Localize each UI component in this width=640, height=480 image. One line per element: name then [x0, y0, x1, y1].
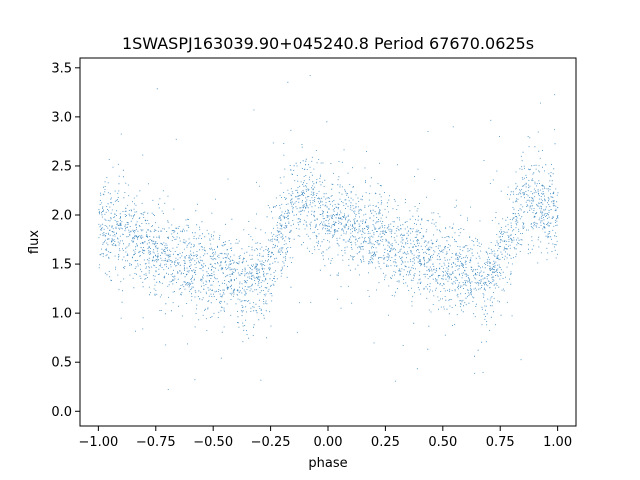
x-axis-ticks: −1.00 −0.75 −0.50 −0.25 0.00 0.25 0.50 0.75 1.00	[78, 426, 572, 450]
x-tick-label: 0.50	[428, 435, 457, 450]
x-tick-label: 0.75	[486, 435, 515, 450]
chart-title: 1SWASPJ163039.90+045240.8 Period 67670.0…	[122, 34, 534, 53]
x-tick-label: 0.00	[314, 435, 343, 450]
y-tick-label: 1.5	[51, 258, 72, 273]
y-axis-ticks: 0.0 0.5 1.0 1.5 2.0 2.5 3.0 3.5	[51, 61, 80, 420]
y-tick-label: 3.0	[51, 110, 72, 125]
x-tick-label: −1.00	[78, 435, 118, 450]
y-tick-label: 2.5	[51, 159, 72, 174]
x-tick-label: −0.50	[193, 435, 233, 450]
y-tick-label: 0.0	[51, 405, 72, 420]
x-tick-label: 1.00	[543, 435, 572, 450]
x-tick-label: −0.75	[136, 435, 176, 450]
y-tick-label: 0.5	[51, 356, 72, 371]
x-tick-label: −0.25	[251, 435, 291, 450]
x-tick-label: 0.25	[371, 435, 400, 450]
y-axis-label: flux	[27, 230, 42, 254]
x-axis-label: phase	[308, 456, 347, 471]
y-tick-label: 2.0	[51, 209, 72, 224]
y-tick-label: 3.5	[51, 61, 72, 76]
y-tick-label: 1.0	[51, 307, 72, 322]
